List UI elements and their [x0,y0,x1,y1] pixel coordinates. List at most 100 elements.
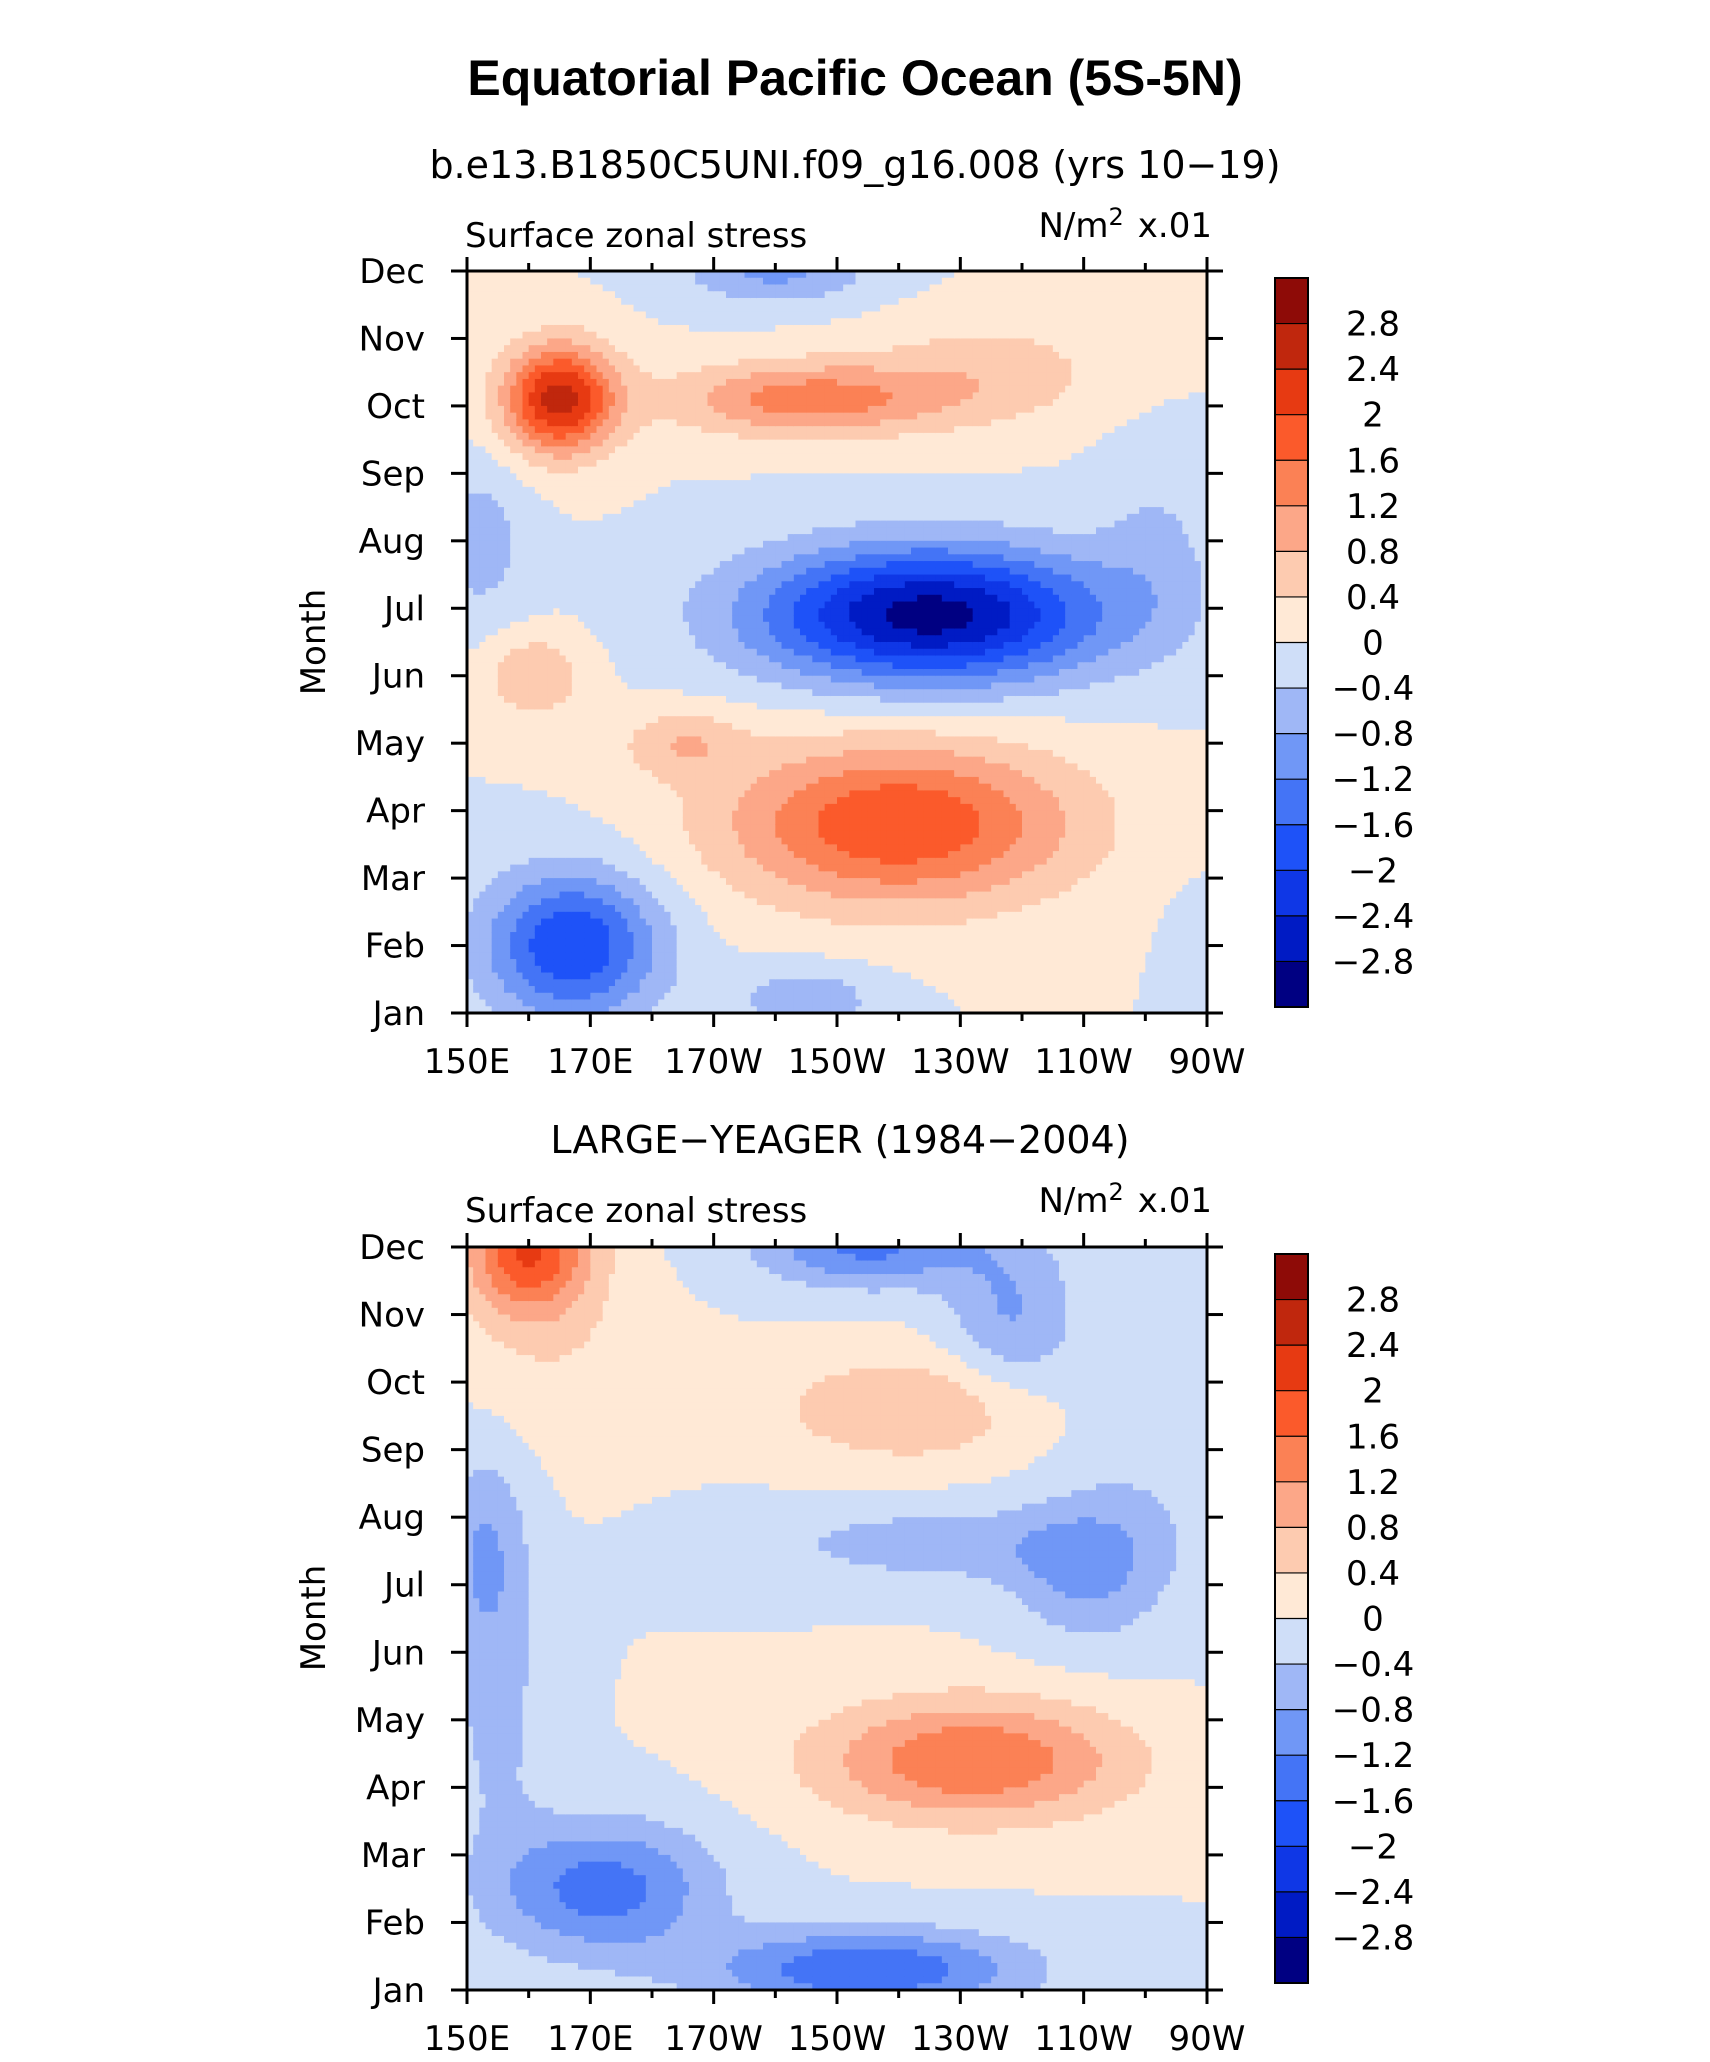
contour-cell [664,972,672,980]
contour-cell [467,426,474,434]
contour-cell [744,291,752,299]
contour-cell [664,965,672,974]
contour-cell [578,628,585,636]
contour-cell [559,520,567,528]
contour-cell [571,959,579,967]
contour-cell [485,682,493,690]
contour-cell [491,554,499,562]
contour-cell [608,358,616,367]
contour-cell [627,567,635,576]
contour-cell [565,986,573,994]
contour-cell [645,540,653,549]
contour-cell [510,493,517,501]
contour-cell [473,635,480,643]
contour-cell [578,817,585,825]
contour-cell [645,297,653,306]
contour-cell [497,615,505,623]
contour-cell [473,837,480,845]
contour-cell [547,615,554,623]
contour-cell [565,635,573,643]
contour-cell [528,884,536,893]
contour-cell [689,999,696,1007]
contour-cell [664,297,672,306]
contour-cell [565,547,573,555]
contour-cell [682,392,690,400]
contour-cell [719,851,727,859]
contour-cell [510,365,517,373]
contour-cell [565,803,573,812]
contour-cell [621,527,628,535]
contour-cell [590,770,598,778]
contour-cell [682,385,690,394]
contour-cell [658,304,665,313]
contour-cell [541,446,548,454]
contour-cell [473,851,480,859]
contour-cell [578,891,585,899]
contour-cell [553,878,561,886]
contour-cell [707,776,715,785]
contour-cell [584,648,591,657]
contour-cell [571,378,579,387]
contour-cell [467,520,474,528]
contour-cell [645,938,653,947]
contour-cell [491,925,499,933]
contour-cell [491,749,499,758]
contour-cell [479,615,487,623]
contour-cell [473,668,480,677]
contour-cell [497,884,505,893]
contour-cell [713,439,721,447]
contour-cell [682,844,690,852]
contour-cell [744,331,752,340]
contour-cell [695,790,702,798]
contour-cell [510,743,517,751]
contour-cell [590,1006,598,1014]
contour-cell [689,763,696,771]
contour-cell [676,507,684,515]
contour-cell [596,419,604,427]
contour-cell [485,770,493,778]
contour-cell [479,345,487,353]
contour-cell [689,345,696,353]
contour-cell [633,709,641,717]
contour-cell [565,999,573,1007]
contour-cell [682,480,690,488]
contour-cell [510,507,517,515]
contour-cell [590,743,598,751]
contour-cell [534,932,542,940]
contour-cell [534,378,542,387]
contour-cell [504,291,511,299]
contour-cell [553,588,561,596]
contour-cell [713,851,721,859]
contour-cell [485,453,493,461]
contour-cell [627,682,635,690]
contour-cell [738,594,746,603]
contour-cell [534,905,542,913]
contour-cell [689,453,696,461]
contour-cell [479,534,487,542]
contour-cell [652,763,659,771]
contour-cell [497,871,505,879]
contour-cell [621,338,628,346]
contour-cell [713,621,721,630]
contour-cell [670,675,678,684]
contour-cell [596,561,604,569]
panel-1-title: b.e13.B1850C5UNI.f09_g16.008 (yrs 10−19) [429,143,1280,187]
contour-cell [615,588,622,596]
contour-cell [682,749,690,758]
contour-cell [522,749,530,758]
contour-cell [522,878,530,886]
contour-cell [645,864,653,872]
contour-cell [652,884,659,893]
contour-cell [473,345,480,353]
contour-cell [541,372,548,380]
contour-cell [645,311,653,319]
contour-cell [516,925,524,933]
contour-cell [744,304,752,313]
contour-cell [670,911,678,920]
contour-cell [541,648,548,657]
contour-cell [541,884,548,893]
contour-cell [497,830,505,839]
contour-cell [528,453,536,461]
contour-cell [479,378,487,387]
contour-cell [627,797,635,805]
